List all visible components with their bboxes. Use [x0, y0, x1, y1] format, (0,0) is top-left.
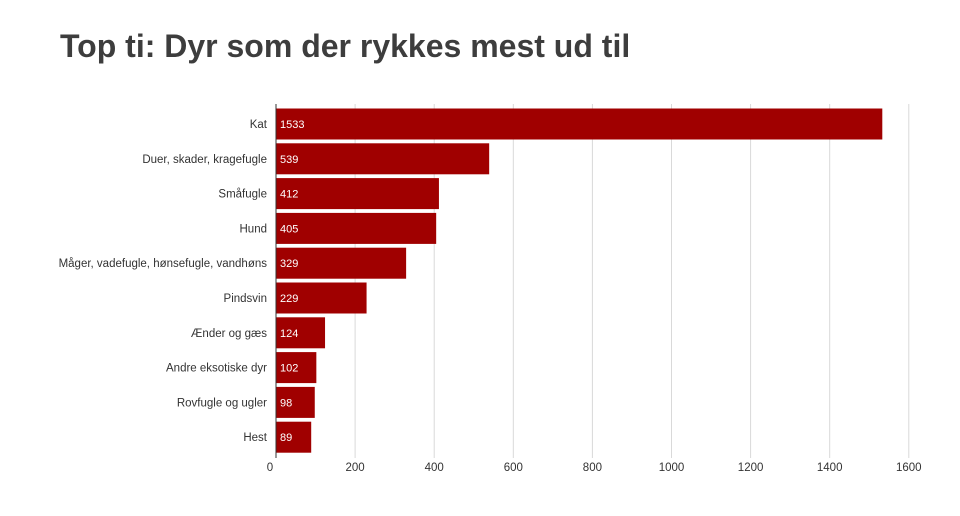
bar	[276, 352, 317, 384]
bar-value-label: 102	[280, 363, 298, 375]
bar-value-label: 124	[280, 328, 298, 340]
bar-value-label: 98	[280, 397, 292, 409]
x-tick-label: 1000	[659, 462, 685, 474]
category-labels: Kat Duer, skader, kragefugle Småfugle Hund M…	[59, 119, 268, 444]
x-tick-label: 400	[425, 462, 444, 474]
x-tick-label: 1200	[738, 462, 764, 474]
bar	[276, 421, 312, 453]
bar	[276, 282, 367, 314]
bar-value-label: 405	[280, 223, 298, 235]
bar-value-label: 539	[280, 154, 298, 166]
bar	[276, 212, 437, 244]
category-label: Rovfugle og ugler	[177, 397, 267, 409]
bar-value-label: 412	[280, 189, 298, 201]
bar-value-label: 229	[280, 293, 298, 305]
bar	[276, 178, 439, 210]
chart-title: Top ti: Dyr som der rykkes mest ud til	[60, 28, 631, 64]
x-axis-ticks: 0 200 400 600 800 1000 1200 1400 1600	[267, 462, 922, 474]
bars: 1533 539 412 405 329 229 124 102 98 89	[276, 108, 883, 453]
category-label: Småfugle	[218, 189, 267, 201]
x-tick-label: 600	[504, 462, 523, 474]
bar	[276, 143, 490, 175]
category-label: Hest	[243, 432, 267, 444]
x-tick-label: 200	[346, 462, 365, 474]
bar	[276, 247, 407, 279]
x-tick-label: 800	[583, 462, 602, 474]
category-label: Måger, vadefugle, hønsefugle, vandhøns	[59, 258, 268, 270]
bar	[276, 386, 315, 418]
bar	[276, 317, 326, 349]
category-label: Duer, skader, kragefugle	[142, 154, 267, 166]
category-label: Ænder og gæs	[191, 328, 267, 340]
category-label: Kat	[250, 119, 268, 131]
bar-value-label: 89	[280, 432, 292, 444]
bar	[276, 108, 883, 140]
x-tick-label: 0	[267, 462, 273, 474]
category-label: Andre eksotiske dyr	[166, 363, 267, 375]
x-tick-label: 1600	[896, 462, 922, 474]
category-label: Hund	[240, 223, 268, 235]
x-tick-label: 1400	[817, 462, 843, 474]
bar-value-label: 329	[280, 258, 298, 270]
bar-value-label: 1533	[280, 119, 304, 131]
category-label: Pindsvin	[224, 293, 267, 305]
